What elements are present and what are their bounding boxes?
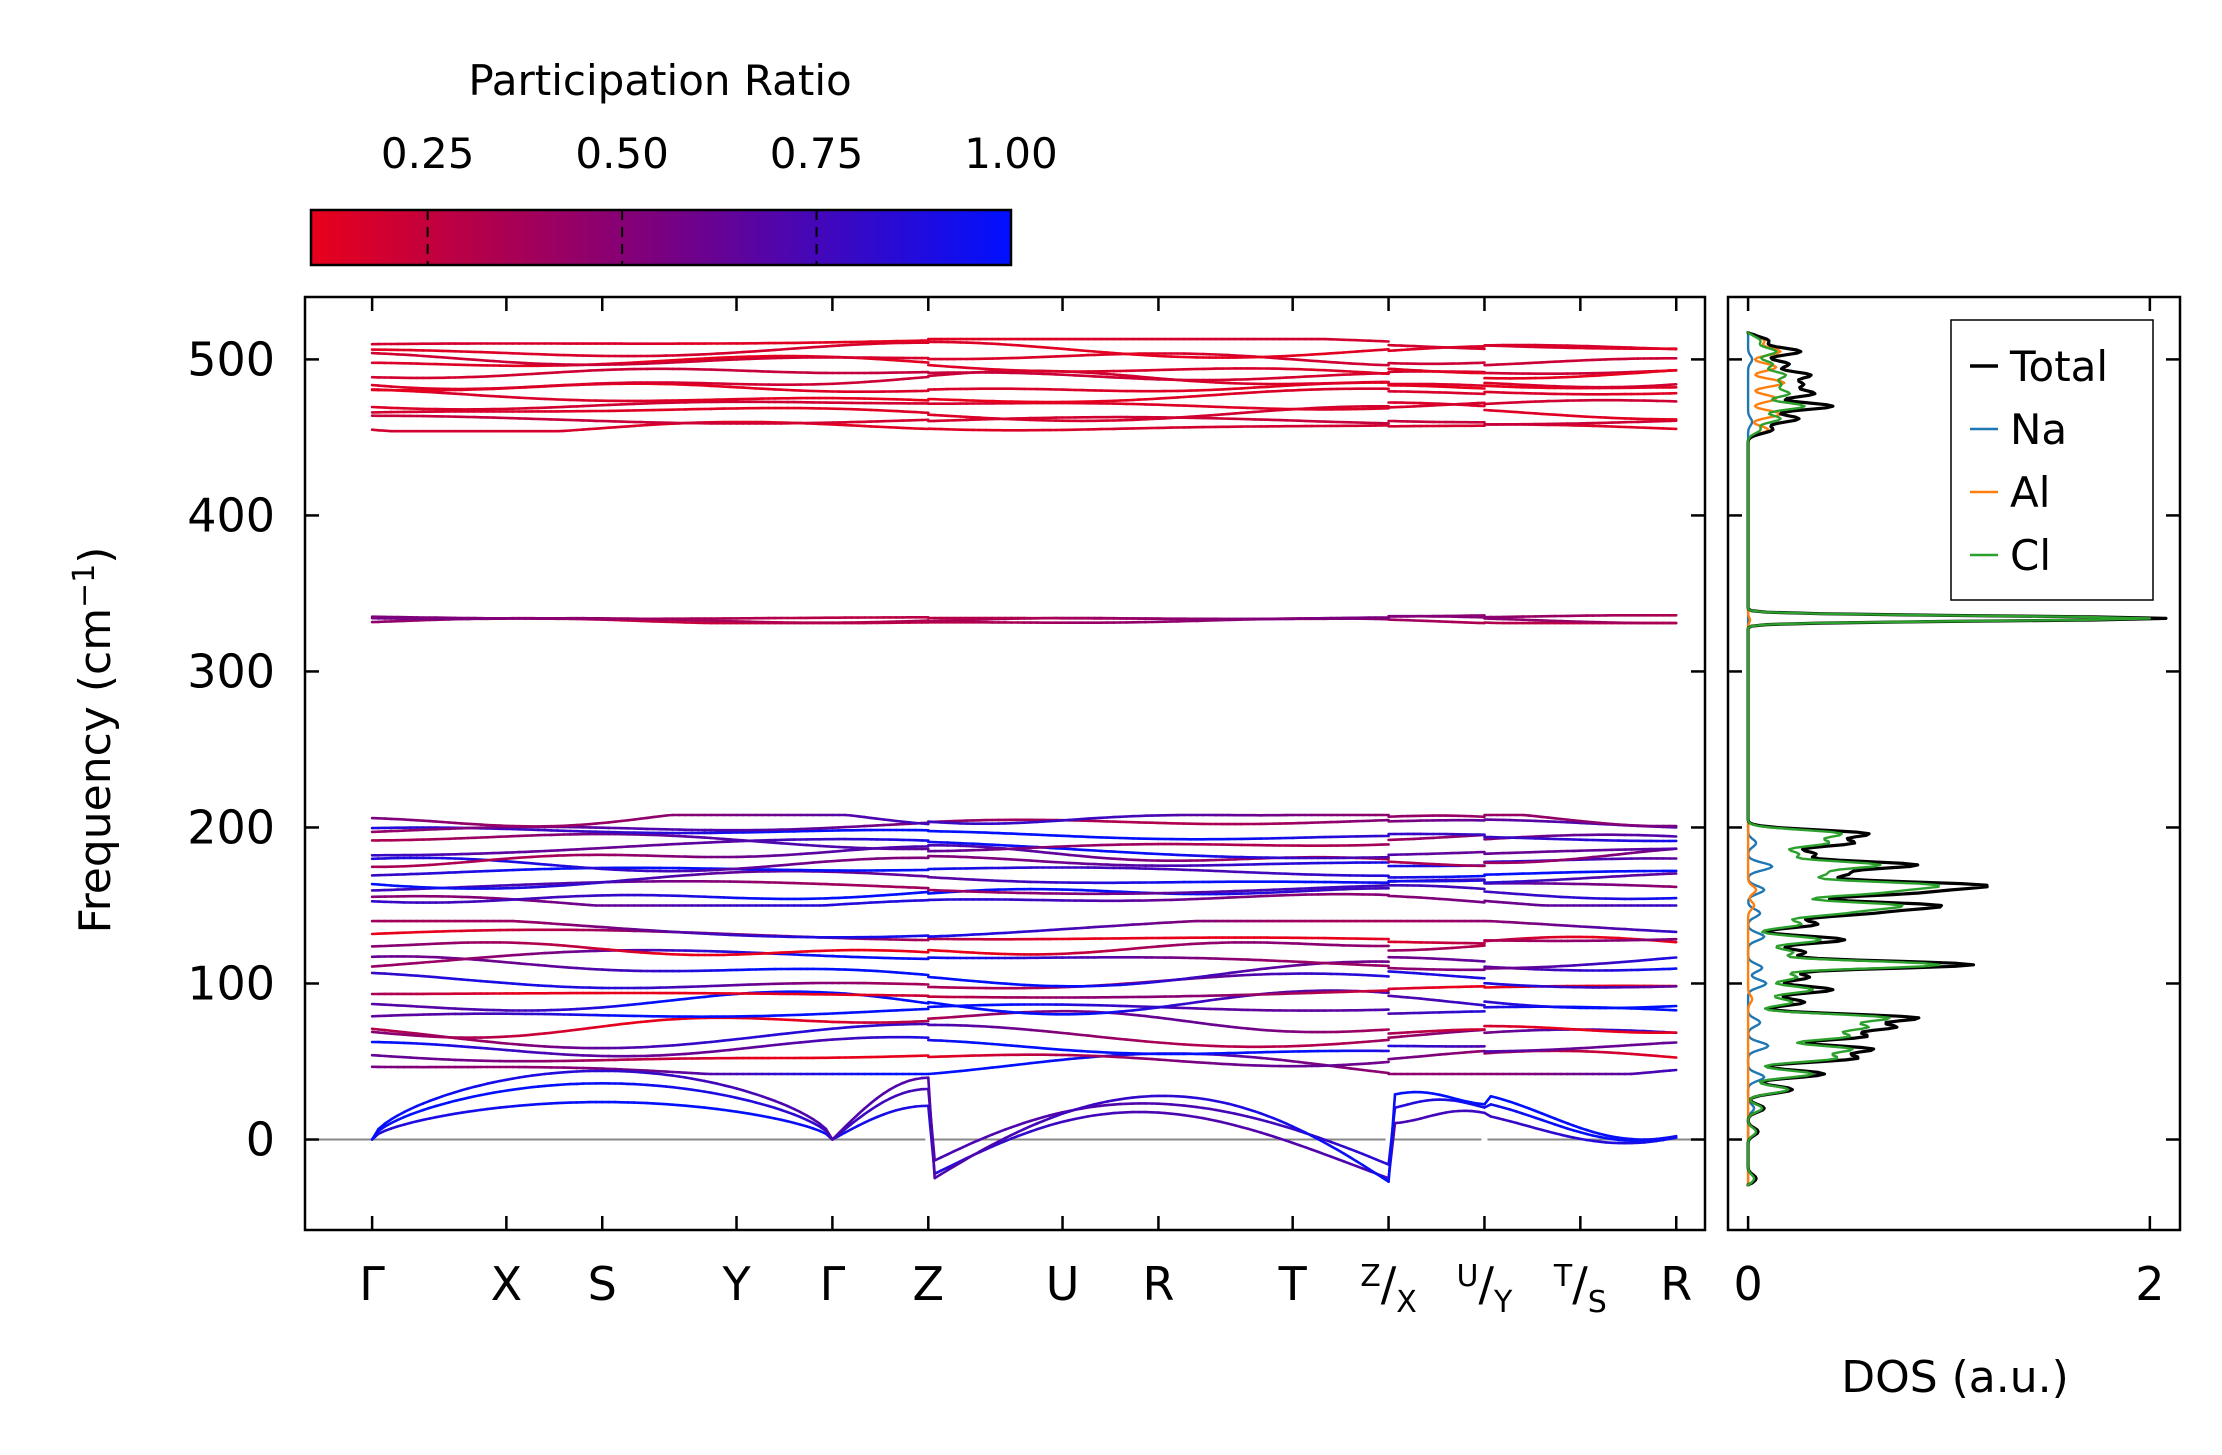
mid-optical-band-segment [920,890,930,894]
colorbar-tick-label: 0.25 [381,129,475,178]
colorbar-tick-label: 0.75 [770,129,864,178]
colorbar-title: Participation Ratio [468,56,851,105]
colorbar-tick-label: 0.50 [575,129,669,178]
participation-colorbar: Participation Ratio 0.25 0.50 0.75 1.00 [309,56,1058,267]
high-optical-band-segment [1380,347,1390,352]
band-lines [305,297,1705,1230]
colorbar-gradient [309,208,1013,267]
high-optical-band-segment [920,375,930,379]
colorbar-tick-label: 1.00 [964,129,1058,178]
high-optical-band-segment [920,360,930,364]
mid-optical-band-segment [1476,900,1486,904]
